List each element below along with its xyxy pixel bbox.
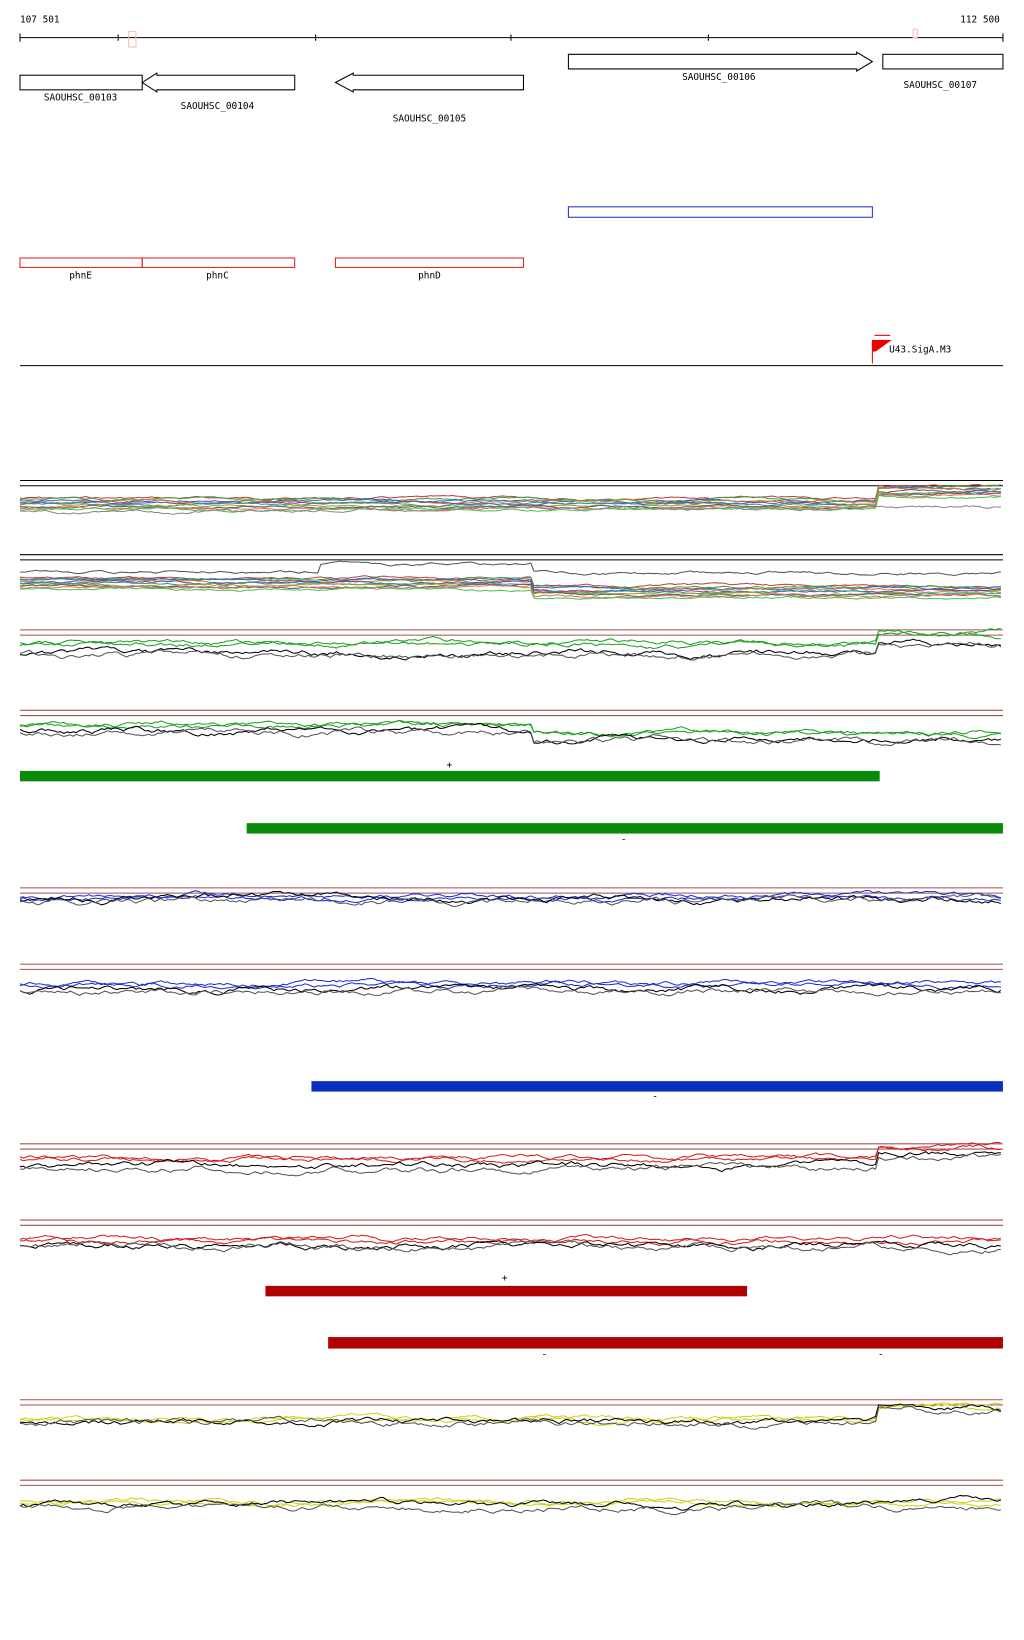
coverage: [19, 983, 1002, 996]
gene-label: SAOUHSC_00104: [181, 101, 255, 112]
coverage: [19, 560, 1001, 576]
strand-label: -: [621, 834, 627, 845]
ruler-start: 107 501: [20, 14, 60, 25]
promoter-label: U43.SigA.M3: [889, 344, 951, 355]
coverage: [19, 720, 1001, 737]
coverage: [19, 722, 1002, 745]
marker: [128, 30, 137, 48]
feature-label: phnC: [206, 270, 229, 281]
coverage: [19, 579, 1001, 594]
coverage: [19, 985, 1001, 997]
strand-label: -: [878, 1349, 884, 1360]
gene-label: SAOUHSC_00103: [44, 93, 118, 104]
coverage: [19, 484, 1001, 502]
gene-label: SAOUHSC_00106: [682, 72, 756, 83]
coverage: [19, 726, 1001, 747]
coverage: [19, 488, 1001, 506]
coverage: [19, 1152, 1001, 1177]
coverage: [19, 584, 1001, 599]
coverage: [19, 719, 1001, 740]
promoter-flag: [871, 340, 892, 364]
coverage: [19, 1402, 1002, 1424]
coverage: [19, 627, 1001, 649]
strand-label: -: [652, 1091, 658, 1102]
ruler: [19, 33, 1004, 42]
coverage: [19, 1499, 1001, 1516]
coverage: [19, 1403, 1002, 1428]
marker: [912, 28, 918, 39]
feature-label: phnD: [418, 270, 441, 281]
coverage: [19, 892, 1001, 908]
coverage: [19, 491, 1001, 509]
gene[interactable]: [19, 74, 143, 91]
coverage: [19, 484, 1001, 503]
coverage: [19, 1142, 1001, 1164]
gene-label: SAOUHSC_00107: [904, 80, 978, 91]
coverage-tracks: [19, 479, 1003, 1516]
feature-label: phnE: [69, 270, 92, 281]
coverage: [19, 586, 1001, 600]
genes: [19, 51, 1004, 93]
gene[interactable]: [141, 72, 296, 93]
coverage: [19, 1151, 1001, 1173]
coverage: [19, 890, 1002, 906]
gene[interactable]: [567, 51, 874, 72]
coverage: [19, 631, 1001, 650]
gene[interactable]: [882, 53, 1004, 70]
coverage: [19, 1234, 1002, 1244]
strand-label: -: [542, 1349, 548, 1360]
gene[interactable]: [334, 72, 525, 93]
coverage: [19, 1141, 1001, 1164]
coverage: [19, 504, 1001, 515]
coverage: [19, 1239, 1001, 1256]
coverage: [19, 1236, 1001, 1247]
coverage: [19, 638, 1002, 661]
coverage: [19, 977, 1001, 988]
coverage: [19, 979, 1001, 991]
coverage: [19, 1239, 1001, 1252]
feature-box: [567, 206, 873, 218]
coverage: [19, 889, 1002, 900]
features: [19, 257, 525, 268]
strand-bars: [20, 770, 1003, 1349]
coverage: [19, 487, 1001, 505]
gene-label: SAOUHSC_00105: [393, 114, 466, 125]
coverage: [19, 576, 1001, 590]
strand-label: +: [502, 1273, 508, 1284]
ruler-end: 112 500: [960, 14, 1000, 25]
coverage: [19, 641, 1001, 661]
coverage: [19, 1405, 1002, 1430]
strand-label: +: [446, 760, 452, 771]
